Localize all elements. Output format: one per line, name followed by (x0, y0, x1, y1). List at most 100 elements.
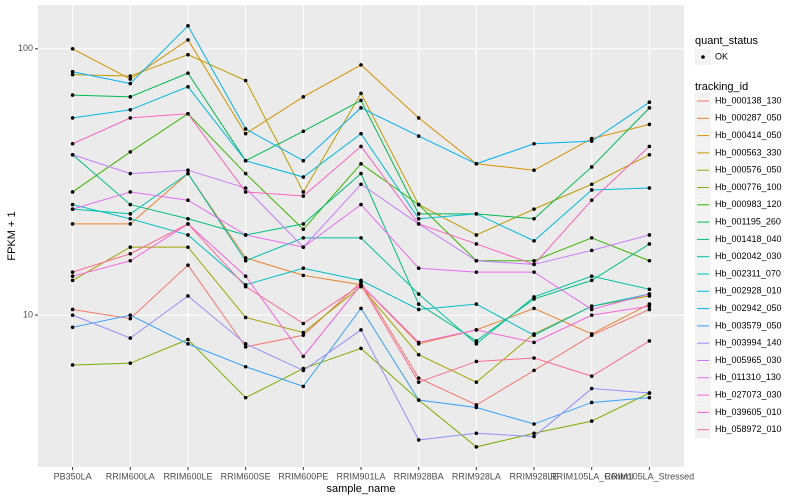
data-point (70, 69, 75, 74)
data-point (301, 384, 306, 389)
data-point (70, 190, 75, 194)
data-point (359, 171, 363, 176)
legend-label: Hb_027073_030 (715, 389, 782, 399)
data-point (243, 395, 248, 400)
legend-label: OK (715, 51, 728, 61)
data-point (186, 222, 190, 226)
data-point (186, 245, 190, 249)
data-point (359, 306, 363, 311)
data-point (647, 242, 652, 246)
legend-label: Hb_001195_260 (715, 216, 781, 226)
data-point (474, 342, 479, 346)
data-point (474, 270, 479, 274)
data-point (243, 186, 248, 190)
data-point (416, 292, 421, 296)
legend-label: Hb_002311_070 (715, 268, 781, 278)
data-point (301, 175, 306, 179)
data-point (359, 236, 363, 240)
data-point (70, 313, 75, 317)
legend-title: quant_status (695, 35, 758, 47)
data-point (243, 284, 248, 289)
data-point (532, 306, 536, 311)
data-point (186, 52, 190, 57)
y-tick-label: 10 (23, 309, 33, 319)
data-point (359, 346, 363, 351)
data-point (416, 307, 421, 312)
data-point (647, 186, 652, 190)
data-point (416, 212, 421, 216)
data-point (70, 278, 75, 283)
x-tick-label: RRIM928BA (394, 471, 444, 481)
data-point (128, 222, 133, 226)
legend-label: Hb_001418_040 (715, 234, 782, 244)
data-point (532, 168, 536, 173)
data-point (416, 380, 421, 384)
data-point (532, 356, 536, 360)
data-point (532, 340, 536, 345)
data-point (70, 270, 75, 274)
data-point (474, 339, 479, 343)
legend-label: Hb_058972_010 (715, 424, 782, 434)
data-point (186, 198, 190, 203)
data-point (243, 233, 248, 237)
data-point (128, 202, 133, 207)
plot-area (35, 5, 684, 470)
data-point (301, 190, 306, 194)
data-point (532, 216, 536, 221)
data-point (128, 150, 133, 154)
legend-label: Hb_000414_050 (715, 130, 782, 140)
data-point (359, 63, 363, 67)
data-point (301, 368, 306, 373)
data-point (70, 307, 75, 312)
data-point (359, 182, 363, 187)
data-point (70, 202, 75, 207)
data-point (532, 422, 536, 426)
data-point (128, 81, 133, 86)
legend-label: Hb_011310_130 (715, 372, 781, 382)
data-point (70, 274, 75, 278)
legend-label: Hb_002928_010 (715, 286, 782, 296)
data-point (647, 233, 652, 237)
data-point (647, 391, 652, 395)
data-point (301, 95, 306, 99)
data-point (301, 236, 306, 240)
legend-label: Hb_002942_050 (715, 303, 782, 313)
data-point (186, 111, 190, 116)
data-point (70, 325, 75, 330)
data-point (647, 144, 652, 149)
data-point (474, 258, 479, 263)
data-point (301, 266, 306, 271)
data-point (128, 361, 133, 365)
data-point (128, 171, 133, 176)
data-point (589, 274, 594, 278)
data-point (589, 304, 594, 309)
data-point (128, 74, 133, 78)
data-point (416, 134, 421, 138)
x-tick-label: RRIM600LE (163, 471, 212, 481)
data-point (359, 106, 363, 110)
data-point (243, 78, 248, 83)
data-point (70, 93, 75, 97)
data-point (647, 395, 652, 400)
data-point (474, 431, 479, 436)
data-point (532, 141, 536, 146)
data-point (647, 304, 652, 309)
data-point (647, 307, 652, 312)
data-point (243, 364, 248, 369)
data-point (186, 294, 190, 298)
x-tick-label: PB350LA (54, 471, 92, 481)
x-tick-label: RRIM901LA (336, 471, 385, 481)
data-point (359, 328, 363, 332)
data-point (70, 222, 75, 226)
data-point (70, 141, 75, 146)
data-point (359, 131, 363, 136)
data-point (647, 287, 652, 292)
legend-label: Hb_002042_030 (715, 251, 782, 261)
data-point (70, 72, 75, 77)
data-point (647, 258, 652, 263)
legend-label: Hb_000563_330 (715, 147, 782, 157)
data-point (416, 216, 421, 221)
data-point (186, 216, 190, 221)
data-point (589, 236, 594, 240)
data-point (186, 171, 190, 176)
